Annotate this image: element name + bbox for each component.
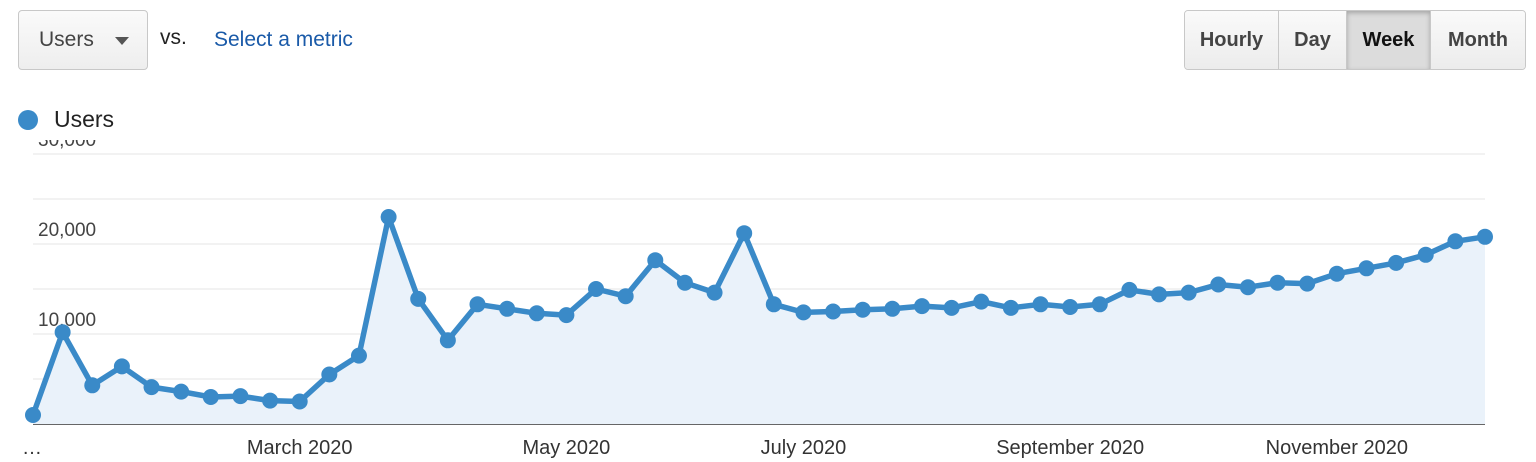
data-point: [1091, 296, 1108, 313]
y-tick-label: 20,000: [38, 220, 96, 241]
data-point: [1121, 281, 1138, 298]
primary-metric-dropdown[interactable]: Users: [18, 10, 148, 70]
granularity-toggle-group: Hourly Day Week Month: [1184, 10, 1526, 70]
data-point: [54, 324, 71, 341]
data-point: [291, 393, 308, 410]
x-tick-label: March 2020: [247, 437, 353, 459]
data-point: [1388, 254, 1405, 271]
data-point: [410, 290, 427, 307]
primary-metric-label: Users: [39, 28, 94, 51]
data-point: [706, 284, 723, 301]
data-point: [676, 274, 693, 291]
x-tick-label: May 2020: [522, 437, 610, 459]
x-tick-label: November 2020: [1266, 437, 1408, 459]
day-button[interactable]: Day: [1279, 11, 1347, 69]
data-point: [1239, 279, 1256, 296]
y-tick-label: 30,000: [38, 140, 96, 151]
y-tick-label: 10,000: [38, 310, 96, 331]
data-point: [1002, 299, 1019, 316]
data-point: [736, 225, 753, 242]
week-button[interactable]: Week: [1347, 11, 1431, 69]
data-point: [1180, 284, 1197, 301]
data-point: [262, 392, 279, 409]
data-point: [1328, 265, 1345, 282]
data-point: [1269, 274, 1286, 291]
chart-toolbar: Users vs. Select a metric Hourly Day Wee…: [0, 0, 1536, 90]
data-point: [173, 383, 190, 400]
data-point: [1062, 299, 1079, 315]
data-point: [617, 288, 634, 305]
vs-label: vs.: [160, 26, 187, 49]
data-point: [350, 347, 367, 364]
chevron-down-icon: [115, 37, 129, 45]
legend-series-name: Users: [54, 106, 115, 132]
data-point: [825, 303, 842, 320]
data-point: [439, 332, 456, 349]
data-point: [795, 304, 812, 321]
data-point: [943, 299, 960, 316]
month-button[interactable]: Month: [1431, 11, 1525, 69]
data-point: [113, 358, 130, 375]
data-point: [765, 296, 782, 313]
hourly-button[interactable]: Hourly: [1185, 11, 1279, 69]
data-point: [84, 377, 101, 394]
data-point: [1358, 260, 1375, 277]
x-tick-label: July 2020: [761, 437, 847, 459]
data-point: [1477, 228, 1493, 245]
x-tick-label: …: [22, 437, 42, 459]
data-point: [558, 307, 575, 324]
data-point: [528, 305, 545, 322]
data-point: [1210, 276, 1227, 293]
legend-swatch: [18, 109, 38, 130]
data-point: [321, 366, 338, 383]
data-point: [232, 388, 249, 405]
data-point: [913, 298, 930, 315]
select-metric-link[interactable]: Select a metric: [214, 28, 353, 51]
data-point: [1032, 296, 1049, 313]
data-point: [1299, 275, 1316, 292]
data-point: [973, 293, 990, 310]
data-point: [647, 252, 664, 269]
data-point: [1417, 246, 1434, 263]
data-point: [884, 300, 901, 317]
line-chart: 10,000 20,000 30,000 … March 2020 May 2020 Jul…: [22, 140, 1493, 459]
data-point: [1447, 233, 1464, 250]
data-point: [380, 209, 397, 225]
data-point: [854, 301, 871, 318]
chart-legend: Users: [18, 106, 114, 133]
data-point: [588, 281, 605, 297]
series-area-users: [33, 217, 1485, 424]
data-point: [1151, 286, 1168, 303]
data-point: [202, 389, 219, 405]
data-point: [25, 407, 41, 423]
data-point: [469, 296, 486, 313]
data-point: [499, 300, 516, 317]
x-tick-label: September 2020: [996, 437, 1144, 459]
data-point: [143, 379, 160, 396]
